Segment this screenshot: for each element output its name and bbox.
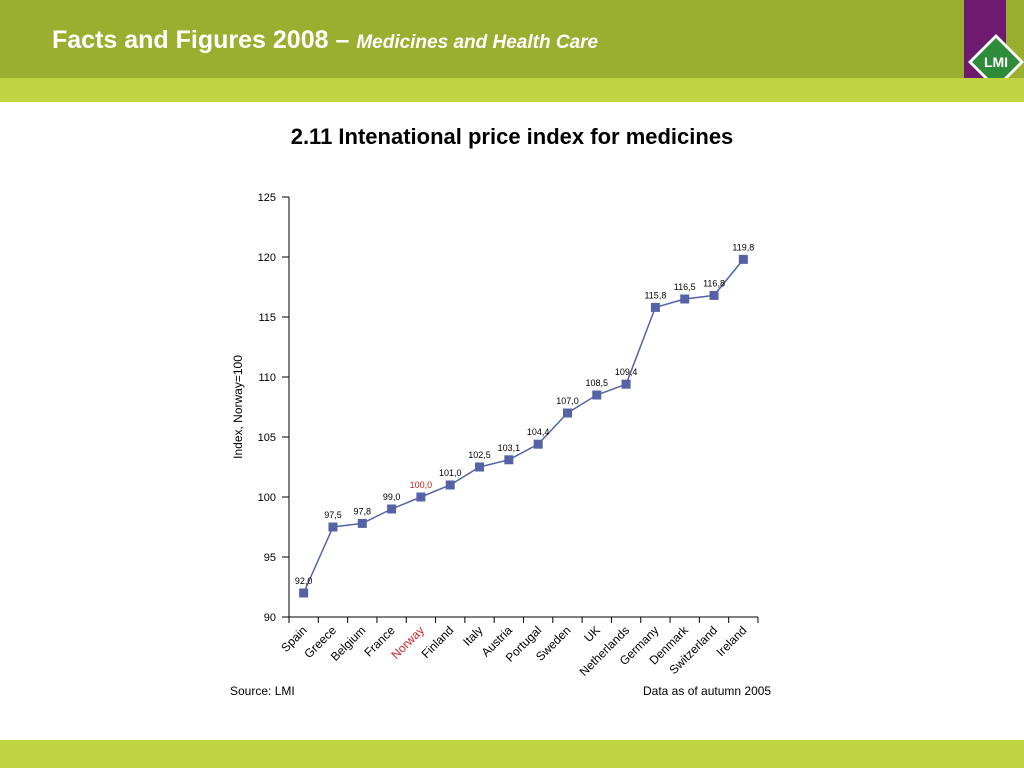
data-point (592, 390, 602, 400)
y-tick-label: 125 (258, 192, 276, 204)
y-axis-label: Index, Norway=100 (231, 355, 245, 459)
footer-bar (0, 740, 1024, 768)
data-point (709, 290, 719, 300)
data-label: 100,0 (410, 480, 433, 490)
data-label: 103,1 (498, 443, 521, 453)
lmi-logo: LMI (968, 34, 1024, 90)
data-point (621, 379, 631, 389)
x-tick-label: Norway (388, 623, 427, 662)
data-point (504, 455, 514, 465)
data-label: 99,0 (383, 492, 401, 502)
y-tick-label: 110 (258, 372, 276, 384)
data-date-note: Data as of autumn 2005 (643, 684, 772, 698)
data-point (299, 588, 309, 598)
data-label: 101,0 (439, 468, 462, 478)
data-label: 104,4 (527, 427, 550, 437)
data-point (416, 492, 426, 502)
data-label: 116,8 (703, 278, 725, 288)
data-point (562, 408, 572, 418)
y-tick-label: 120 (258, 252, 276, 264)
y-tick-label: 105 (258, 432, 276, 444)
data-label: 119,8 (732, 242, 754, 252)
data-point (475, 462, 485, 472)
header-subtitle: Medicines and Health Care (356, 32, 599, 53)
logo-text: LMI (984, 54, 1008, 70)
data-point (738, 254, 748, 264)
series-line (302, 258, 744, 594)
data-label: 108,5 (586, 378, 609, 388)
y-tick-label: 90 (264, 612, 276, 624)
header-stripe (0, 78, 1024, 102)
page-title: Facts and Figures 2008 – Medicines and H… (52, 26, 598, 55)
data-point (650, 302, 660, 312)
data-point (357, 518, 367, 528)
data-label: 107,0 (556, 396, 579, 406)
source-note: Source: LMI (230, 684, 295, 698)
chart-axes: 9095100105110115120125SpainGreeceBelgium… (258, 192, 759, 679)
y-tick-label: 95 (264, 552, 276, 564)
x-tick-label: UK (581, 623, 603, 645)
chart-series: 92,0 97,5 97,8 99,0 100,0 101,0 102,5 103,1 104,… (295, 242, 754, 598)
y-tick-label: 115 (258, 312, 276, 324)
data-label: 109,4 (615, 367, 638, 377)
data-label: 102,5 (468, 450, 491, 460)
x-tick-label: Italy (460, 623, 485, 648)
data-label: 115,8 (644, 290, 666, 300)
data-label: 97,8 (354, 506, 372, 516)
data-label: 97,5 (324, 510, 342, 520)
header-bar (0, 0, 964, 78)
data-point (445, 480, 455, 490)
data-point (680, 294, 690, 304)
y-tick-label: 100 (258, 492, 276, 504)
x-tick-label: Finland (419, 623, 457, 661)
chart-title: 2.11 Intenational price index for medici… (290, 124, 734, 149)
logo-diamond (972, 38, 1020, 86)
data-label: 92,0 (295, 576, 313, 586)
x-tick-label: Ireland (714, 623, 750, 659)
data-label: 116,5 (674, 282, 696, 292)
data-point (533, 439, 543, 449)
header-title-text: Facts and Figures 2008 – (52, 26, 350, 54)
data-point (387, 504, 397, 514)
data-point (328, 522, 338, 532)
